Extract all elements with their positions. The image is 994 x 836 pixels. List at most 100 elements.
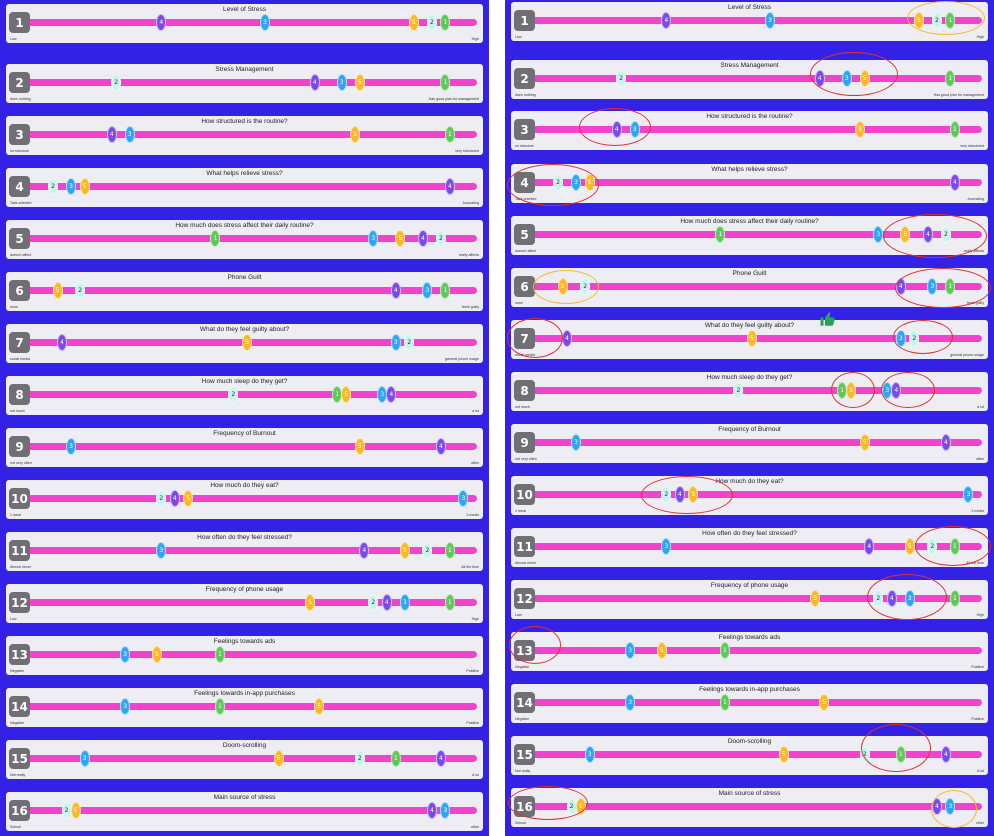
participant-dot-5[interactable]: 5 — [900, 226, 911, 243]
participant-dot-5[interactable]: 5 — [241, 334, 252, 351]
participant-dot-1[interactable]: 1 — [444, 594, 455, 611]
participant-dot-3[interactable]: 3 — [368, 230, 379, 247]
participant-dot-5[interactable]: 5 — [778, 746, 789, 763]
participant-dot-5[interactable]: 5 — [273, 750, 284, 767]
participant-dot-1[interactable]: 1 — [949, 121, 960, 138]
participant-dot-3[interactable]: 3 — [661, 538, 672, 555]
participant-dot-4[interactable]: 4 — [426, 802, 437, 819]
participant-dot-4[interactable]: 4 — [381, 594, 392, 611]
participant-dot-5[interactable]: 5 — [305, 594, 316, 611]
participant-dot-1[interactable]: 1 — [210, 230, 221, 247]
participant-dot-2[interactable]: 2 — [404, 334, 415, 351]
participant-dot-4[interactable]: 4 — [417, 230, 428, 247]
participant-dot-5[interactable]: 5 — [904, 538, 915, 555]
participant-dot-2[interactable]: 2 — [354, 750, 365, 767]
participant-dot-4[interactable]: 4 — [435, 750, 446, 767]
participant-dot-3[interactable]: 3 — [963, 486, 974, 503]
participant-dot-1[interactable]: 1 — [719, 642, 730, 659]
participant-dot-4[interactable]: 4 — [661, 12, 672, 29]
participant-dot-4[interactable]: 4 — [864, 538, 875, 555]
participant-dot-5[interactable]: 5 — [354, 438, 365, 455]
participant-dot-4[interactable]: 4 — [106, 126, 117, 143]
participant-dot-5[interactable]: 5 — [810, 590, 821, 607]
participant-dot-3[interactable]: 3 — [629, 121, 640, 138]
participant-dot-4[interactable]: 4 — [435, 438, 446, 455]
participant-dot-2[interactable]: 2 — [228, 386, 239, 403]
participant-dot-1[interactable]: 1 — [444, 126, 455, 143]
participant-dot-4[interactable]: 4 — [390, 282, 401, 299]
participant-dot-3[interactable]: 3 — [399, 594, 410, 611]
participant-dot-2[interactable]: 2 — [580, 278, 591, 295]
participant-dot-3[interactable]: 3 — [625, 642, 636, 659]
participant-dot-3[interactable]: 3 — [584, 746, 595, 763]
participant-dot-4[interactable]: 4 — [949, 174, 960, 191]
participant-dot-1[interactable]: 1 — [945, 70, 956, 87]
participant-dot-1[interactable]: 1 — [949, 590, 960, 607]
participant-dot-1[interactable]: 1 — [440, 74, 451, 91]
participant-dot-5[interactable]: 5 — [151, 646, 162, 663]
participant-dot-3[interactable]: 3 — [336, 74, 347, 91]
participant-dot-2[interactable]: 2 — [435, 230, 446, 247]
participant-dot-2[interactable]: 2 — [75, 282, 86, 299]
participant-dot-5[interactable]: 5 — [395, 230, 406, 247]
participant-dot-2[interactable]: 2 — [553, 174, 564, 191]
participant-dot-4[interactable]: 4 — [922, 226, 933, 243]
participant-dot-3[interactable]: 3 — [625, 694, 636, 711]
participant-dot-4[interactable]: 4 — [940, 746, 951, 763]
participant-dot-5[interactable]: 5 — [846, 382, 857, 399]
participant-dot-3[interactable]: 3 — [904, 590, 915, 607]
participant-dot-5[interactable]: 5 — [859, 434, 870, 451]
participant-dot-2[interactable]: 2 — [909, 330, 920, 347]
participant-dot-5[interactable]: 5 — [314, 698, 325, 715]
participant-dot-2[interactable]: 2 — [111, 74, 122, 91]
participant-dot-2[interactable]: 2 — [661, 486, 672, 503]
participant-dot-1[interactable]: 1 — [945, 278, 956, 295]
participant-dot-3[interactable]: 3 — [841, 70, 852, 87]
participant-dot-2[interactable]: 2 — [422, 542, 433, 559]
participant-dot-4[interactable]: 4 — [57, 334, 68, 351]
participant-dot-2[interactable]: 2 — [48, 178, 59, 195]
participant-dot-1[interactable]: 1 — [895, 746, 906, 763]
participant-dot-4[interactable]: 4 — [156, 14, 167, 31]
participant-dot-5[interactable]: 5 — [584, 174, 595, 191]
participant-dot-4[interactable]: 4 — [891, 382, 902, 399]
participant-dot-2[interactable]: 2 — [156, 490, 167, 507]
participant-dot-2[interactable]: 2 — [873, 590, 884, 607]
participant-dot-3[interactable]: 3 — [124, 126, 135, 143]
participant-dot-1[interactable]: 1 — [945, 12, 956, 29]
participant-dot-4[interactable]: 4 — [444, 178, 455, 195]
participant-dot-1[interactable]: 1 — [440, 282, 451, 299]
participant-dot-2[interactable]: 2 — [940, 226, 951, 243]
participant-dot-5[interactable]: 5 — [408, 14, 419, 31]
participant-dot-4[interactable]: 4 — [886, 590, 897, 607]
participant-dot-5[interactable]: 5 — [341, 386, 352, 403]
participant-dot-3[interactable]: 3 — [458, 490, 469, 507]
participant-dot-4[interactable]: 4 — [940, 434, 951, 451]
participant-dot-2[interactable]: 2 — [931, 12, 942, 29]
participant-dot-4[interactable]: 4 — [309, 74, 320, 91]
participant-dot-4[interactable]: 4 — [169, 490, 180, 507]
participant-dot-3[interactable]: 3 — [571, 174, 582, 191]
participant-dot-3[interactable]: 3 — [156, 542, 167, 559]
participant-dot-5[interactable]: 5 — [913, 12, 924, 29]
participant-dot-5[interactable]: 5 — [746, 330, 757, 347]
participant-dot-1[interactable]: 1 — [949, 538, 960, 555]
participant-dot-5[interactable]: 5 — [183, 490, 194, 507]
participant-dot-4[interactable]: 4 — [895, 278, 906, 295]
participant-dot-5[interactable]: 5 — [52, 282, 63, 299]
participant-dot-3[interactable]: 3 — [440, 802, 451, 819]
participant-dot-3[interactable]: 3 — [66, 438, 77, 455]
participant-dot-2[interactable]: 2 — [927, 538, 938, 555]
participant-dot-5[interactable]: 5 — [79, 178, 90, 195]
participant-dot-5[interactable]: 5 — [656, 642, 667, 659]
participant-dot-4[interactable]: 4 — [611, 121, 622, 138]
participant-dot-3[interactable]: 3 — [895, 330, 906, 347]
participant-dot-3[interactable]: 3 — [765, 12, 776, 29]
participant-dot-3[interactable]: 3 — [390, 334, 401, 351]
participant-dot-5[interactable]: 5 — [688, 486, 699, 503]
participant-dot-3[interactable]: 3 — [66, 178, 77, 195]
participant-dot-2[interactable]: 2 — [733, 382, 744, 399]
participant-dot-1[interactable]: 1 — [390, 750, 401, 767]
participant-dot-3[interactable]: 3 — [120, 646, 131, 663]
participant-dot-5[interactable]: 5 — [575, 798, 586, 815]
